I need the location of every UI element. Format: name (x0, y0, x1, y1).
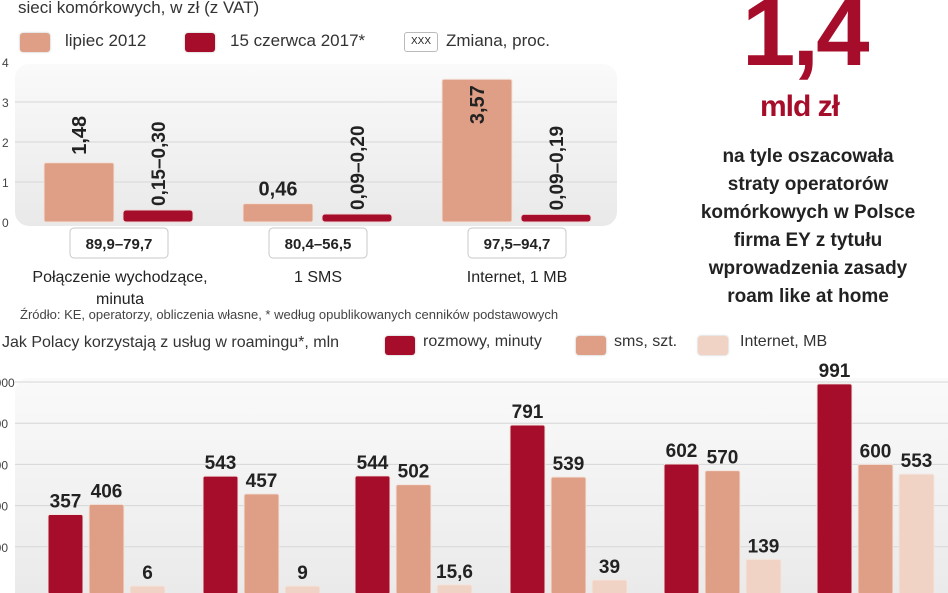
y-tick-label: 800 (0, 417, 8, 431)
highlight-line: wprowadzenia zasady (708, 258, 908, 279)
value-label: 39 (599, 557, 620, 578)
highlight-unit: mld zł (760, 90, 840, 123)
bar-internet (129, 585, 166, 593)
value-label-2012: 1,48 (69, 116, 91, 155)
bar-sms (857, 463, 894, 593)
bar-calls (354, 475, 391, 593)
value-label: 539 (553, 454, 585, 475)
value-label: 9 (297, 563, 308, 584)
y-tick-label: 200 (0, 541, 8, 555)
bar-sms (88, 503, 125, 593)
bar-internet (284, 585, 321, 593)
value-label: 991 (819, 361, 851, 382)
bar-2017 (321, 213, 393, 223)
legend-label-sms: sms, szt. (614, 333, 678, 350)
highlight-line: roam like at home (727, 286, 889, 307)
legend-swatch-2012 (20, 33, 50, 52)
bar-sms (395, 484, 432, 593)
bar-calls (47, 513, 84, 593)
value-label: 6 (142, 563, 153, 584)
legend-label-2017: 15 czerwca 2017* (230, 31, 366, 50)
bar-2017 (520, 213, 592, 223)
bottom-plot-area (15, 378, 948, 593)
value-label: 544 (357, 453, 389, 474)
y-tick-label: 1000 (0, 376, 15, 390)
y-tick-label: 3 (2, 96, 9, 110)
bar-internet (745, 558, 782, 593)
highlight-line: na tyle oszacowała (722, 146, 894, 167)
highlight-line: firma EY z tytułu (733, 230, 883, 251)
legend-label-2012: lipiec 2012 (65, 31, 147, 50)
y-tick-label: 0 (2, 216, 9, 230)
value-label: 543 (205, 453, 237, 474)
change-label: 97,5–94,7 (484, 236, 551, 253)
value-label: 602 (666, 441, 698, 462)
legend-change-box: XXX (404, 32, 438, 52)
bar-calls (202, 475, 239, 593)
category-label: Internet, 1 MB (467, 269, 568, 286)
top-chart-subtitle: sieci komórkowych, w zł (z VAT) (18, 0, 260, 17)
bar-2012 (441, 78, 513, 223)
value-label: 457 (246, 471, 278, 492)
bar-sms (243, 493, 280, 593)
bar-sms (550, 476, 587, 593)
legend-label-calls: rozmowy, minuty (423, 333, 542, 350)
change-box (268, 227, 368, 259)
value-label: 791 (512, 402, 544, 423)
value-label-2017: 0,09–0,20 (348, 125, 369, 210)
value-label: 357 (50, 491, 82, 512)
legend-swatch-calls (385, 336, 415, 355)
bar-internet (898, 473, 935, 593)
bottom-chart-title: Jak Polacy korzystają z usług w roamingu… (2, 334, 340, 351)
value-label-2017: 0,15–0,30 (149, 121, 170, 206)
category-label: minuta (96, 291, 144, 308)
bar-internet (591, 579, 628, 593)
value-label: 553 (901, 451, 933, 472)
value-label-2017: 0,09–0,19 (547, 126, 568, 211)
y-tick-label: 4 (2, 56, 9, 70)
bar-sms (704, 470, 741, 593)
y-tick-label: 1 (2, 176, 9, 190)
highlight-text: na tyle oszacowała straty operatorów kom… (678, 143, 938, 311)
value-label: 139 (748, 536, 780, 557)
y-tick-label: 2 (2, 136, 9, 150)
value-label: 15,6 (436, 562, 473, 583)
bar-calls (509, 424, 546, 593)
y-tick-label: 400 (0, 500, 8, 514)
bar-calls (816, 383, 853, 593)
highlight-line: komórkowych w Polsce (700, 202, 916, 223)
highlight-value: 1,4 (742, 0, 869, 86)
value-label-2012: 3,57 (467, 85, 489, 124)
legend-swatch-2017 (185, 33, 215, 52)
y-tick-label: 600 (0, 458, 8, 472)
change-box (69, 227, 169, 259)
bar-2012 (242, 203, 314, 223)
value-label: 502 (398, 462, 430, 483)
legend-swatch-sms (576, 336, 606, 355)
change-label: 89,9–79,7 (86, 236, 153, 253)
highlight-line: straty operatorów (727, 174, 889, 195)
value-label-2012: 0,46 (259, 179, 298, 201)
value-label: 600 (860, 441, 892, 462)
bar-calls (663, 463, 700, 593)
category-label: 1 SMS (294, 269, 342, 286)
source-note: Źródło: KE, operatorzy, obliczenia własn… (20, 307, 559, 322)
value-label: 406 (91, 481, 123, 502)
bar-2017 (122, 209, 194, 223)
bar-internet (436, 584, 473, 593)
bar-2012 (43, 162, 115, 223)
category-label: Połączenie wychodzące, (32, 269, 207, 286)
legend-label-internet: Internet, MB (740, 333, 828, 350)
change-box (467, 227, 567, 259)
value-label: 570 (707, 448, 739, 469)
legend-swatch-internet (698, 336, 728, 355)
change-label: 80,4–56,5 (285, 236, 352, 253)
legend-label-change: Zmiana, proc. (446, 31, 550, 50)
